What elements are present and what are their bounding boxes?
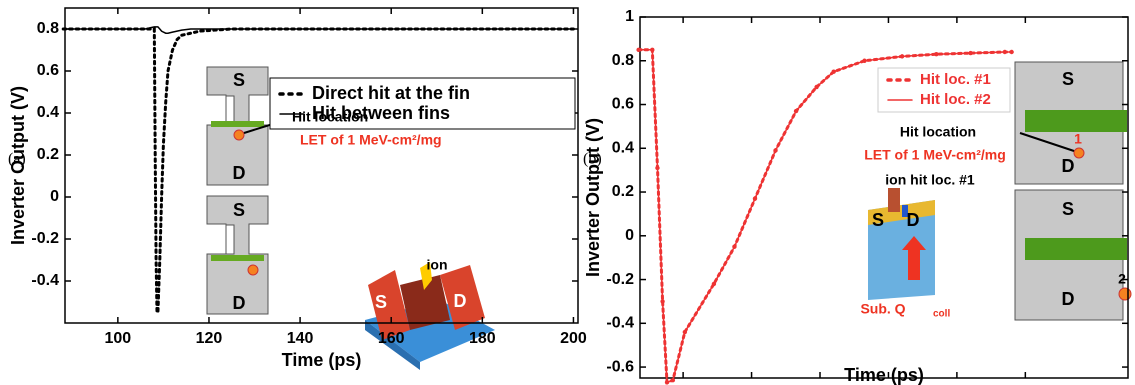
series-line (62, 26, 575, 34)
annotation: S (233, 200, 245, 220)
gate-block (400, 275, 450, 330)
panel-label: (b) (583, 151, 602, 168)
inset-b (868, 61, 1132, 321)
charge-arrow (908, 248, 920, 280)
annotation: ion (427, 257, 448, 273)
x-tick-label: 100 (104, 330, 131, 347)
y-tick-label: -0.6 (606, 358, 634, 375)
charge-arrow-head (902, 236, 926, 250)
fin-gap (225, 224, 235, 255)
hit-dot (233, 129, 245, 141)
drain-block (440, 265, 485, 330)
panel-label: (a) (8, 151, 26, 168)
x-tick-label: 200 (560, 330, 587, 347)
y-axis-label: Inverter Output (V) (583, 118, 603, 277)
annotation: coll (933, 309, 950, 320)
y-tick-label: -0.2 (31, 230, 59, 247)
y-tick-label: 0.4 (37, 104, 59, 121)
y-tick-label: 0.8 (37, 20, 59, 37)
annotation: S (375, 292, 387, 312)
annotation: Sub. Q (860, 301, 905, 317)
ion-bolt (420, 262, 432, 290)
annotation: ion hit loc. #1 (885, 172, 975, 188)
x-tick-label: 140 (287, 330, 314, 347)
plot-frame (639, 16, 1129, 379)
fin-gap (225, 95, 235, 126)
y-tick-label: 1 (625, 8, 634, 25)
annotation: D (233, 163, 246, 183)
annotation: 1 (1074, 131, 1082, 147)
legend-box (269, 77, 576, 130)
annotation: 2 (1118, 271, 1126, 287)
annotation: S (233, 70, 245, 90)
gate (211, 121, 264, 127)
annotation: Hit location (900, 124, 976, 140)
legend-box (877, 67, 1011, 113)
annotation: D (454, 291, 467, 311)
annotation: S (1062, 69, 1074, 89)
annotation: D (1062, 156, 1075, 176)
x-tick-label: 120 (196, 330, 223, 347)
fin (902, 205, 908, 217)
y-tick-label: -0.4 (606, 315, 634, 332)
hit-dot (1118, 287, 1132, 301)
gate (1025, 238, 1127, 260)
annotation: LET of 1 MeV-cm²/mg (300, 132, 442, 148)
plot-frame (64, 7, 579, 324)
y-tick-label: 0.2 (37, 146, 59, 163)
series-line (637, 49, 1013, 384)
legend-label: Hit loc. #2 (920, 91, 991, 108)
legend-label: Hit loc. #1 (920, 71, 991, 88)
annotation: D (233, 293, 246, 313)
annotation: D (1062, 289, 1075, 309)
annotation: S (1062, 199, 1074, 219)
hit-dot (1073, 147, 1085, 159)
gate (211, 255, 264, 261)
y-tick-label: -0.2 (606, 271, 634, 288)
top-layer (868, 200, 935, 225)
x-tick-label: 180 (469, 330, 496, 347)
x-axis-label: Time (ps) (844, 365, 924, 385)
y-tick-label: 0.2 (612, 183, 634, 200)
arrow (1019, 132, 1075, 152)
substrate-side (365, 320, 420, 370)
x-tick-label: 160 (378, 330, 405, 347)
y-tick-label: 0 (50, 188, 59, 205)
annotation: S (872, 210, 884, 230)
annotation: LET of 1 MeV-cm²/mg (864, 147, 1006, 163)
x-axis-label: Time (ps) (282, 350, 362, 370)
hit-dot (247, 264, 259, 276)
y-tick-label: 0.4 (612, 139, 634, 156)
series-line (61, 27, 575, 314)
legend-label: Direct hit at the fin (312, 83, 470, 103)
annotation: Hit location (292, 109, 368, 125)
y-tick-label: 0.8 (612, 52, 634, 69)
gate-stub (888, 188, 900, 212)
legend-label: Hit between fins (312, 103, 450, 123)
y-tick-label: -0.4 (31, 272, 59, 289)
annotation: D (907, 210, 920, 230)
y-axis-label: Inverter Output (V) (8, 86, 28, 245)
gate (1025, 110, 1127, 132)
y-tick-label: 0.6 (612, 96, 634, 113)
y-tick-label: 0.6 (37, 62, 59, 79)
y-tick-label: 0 (625, 227, 634, 244)
